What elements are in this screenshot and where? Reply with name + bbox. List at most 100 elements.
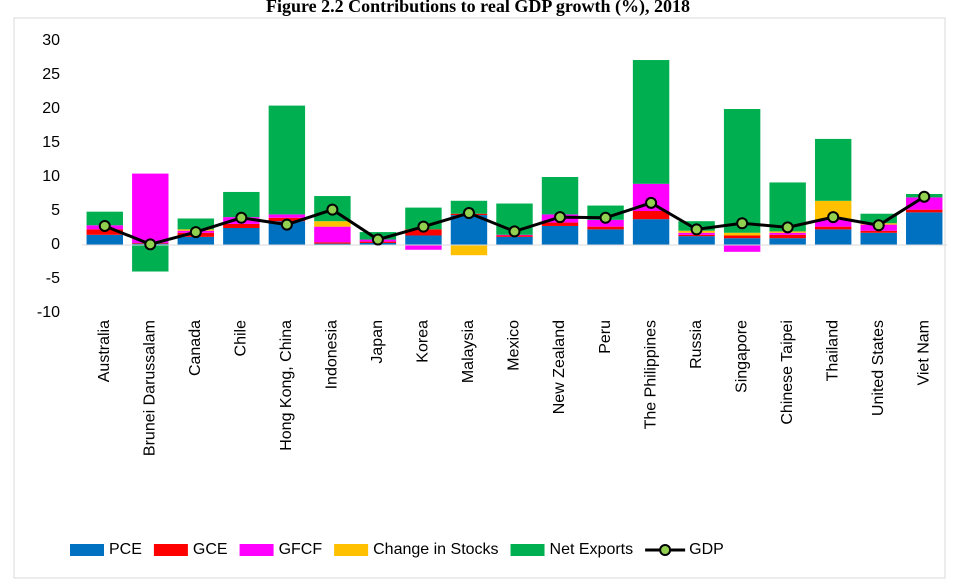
gdp-marker (781, 221, 794, 234)
gdp-marker (326, 203, 339, 216)
bar-segment (814, 229, 852, 245)
bar-segment (723, 109, 761, 233)
legend-label: GCE (193, 541, 228, 558)
chart-frame (13, 17, 946, 579)
bar-segment (587, 226, 624, 230)
gdp-marker (645, 196, 658, 209)
bar-segment (268, 214, 306, 218)
gdp-marker (827, 211, 840, 224)
bar-segment (314, 242, 351, 244)
x-tick-label: Japan (369, 320, 386, 364)
gdp-marker (736, 217, 749, 230)
gdp-marker (690, 223, 703, 236)
gdp-marker (462, 207, 475, 220)
bar-segment (405, 245, 442, 250)
legend-label: GDP (689, 541, 724, 558)
x-tick-label: Australia (96, 320, 113, 382)
y-tick-label: 5 (51, 202, 60, 219)
bar-segment (723, 245, 761, 252)
y-tick-label: -5 (46, 270, 60, 287)
gdp-marker (554, 211, 567, 224)
gdp-marker (144, 238, 157, 251)
legend-swatch (510, 544, 545, 556)
x-tick-label: Viet Nam (915, 320, 932, 386)
gdp-marker (918, 190, 931, 203)
bar-segment (268, 221, 306, 245)
bar-segment (405, 235, 442, 245)
x-tick-label: The Philippines (642, 320, 659, 429)
x-tick-label: New Zealand (551, 320, 568, 414)
y-tick-label: -10 (37, 304, 60, 321)
y-tick-label: 0 (51, 236, 60, 253)
bar-segment (860, 213, 897, 224)
bar-segment (814, 219, 852, 227)
bar-segment (314, 226, 351, 243)
bar-segment (814, 200, 852, 220)
bar-segment (678, 236, 715, 245)
x-tick-label: Russia (688, 320, 705, 369)
legend-label: PCE (109, 541, 142, 558)
y-tick-label: 30 (42, 32, 60, 49)
x-tick-label: Singapore (733, 320, 750, 393)
gdp-marker (189, 226, 202, 239)
legend-marker (659, 544, 672, 556)
legend-swatch (153, 544, 188, 556)
bar-segment (268, 105, 306, 215)
x-tick-label: Peru (597, 320, 614, 354)
bar-segment (314, 221, 351, 227)
gdp-marker (235, 211, 248, 224)
x-tick-label: Chinese Taipei (779, 320, 796, 425)
x-tick-label: Chile (233, 320, 250, 357)
bar-segment (906, 209, 943, 213)
bar-segment (769, 234, 806, 239)
bar-segment (769, 232, 806, 235)
bar-segment (541, 225, 579, 245)
y-tick-label: 10 (42, 168, 60, 185)
bar-segment (632, 219, 670, 245)
y-tick-label: 25 (42, 66, 60, 83)
legend-label: Net Exports (550, 541, 634, 558)
x-tick-label: Malaysia (460, 320, 477, 383)
bar-segment (723, 235, 761, 239)
x-tick-label: Indonesia (324, 320, 341, 389)
bar-segment (723, 238, 761, 245)
bar-segment (632, 60, 670, 184)
y-tick-label: 15 (42, 134, 60, 151)
bar-segment (496, 236, 533, 245)
x-tick-label: Korea (415, 320, 432, 363)
bar-segment (86, 234, 123, 245)
y-tick-label: 20 (42, 100, 60, 117)
bar-segment (223, 228, 260, 245)
bar-segment (587, 229, 624, 245)
bar-segment (906, 212, 943, 245)
bar-segment (450, 215, 488, 245)
legend-swatch (334, 544, 369, 556)
bar-segment (541, 222, 579, 226)
bar-segment (678, 234, 715, 237)
x-tick-label: Hong Kong, China (278, 320, 295, 451)
gdp-marker (371, 233, 384, 246)
bar-segment (450, 245, 488, 256)
x-tick-label: United States (870, 320, 887, 416)
bar-segment (541, 177, 579, 215)
bar-segment (814, 226, 852, 230)
chart-title: Figure 2.2 Contributions to real GDP gro… (266, 0, 690, 17)
bar-segment (723, 232, 761, 236)
x-tick-label: Mexico (506, 320, 523, 371)
x-tick-label: Brunei Darussalam (142, 320, 159, 456)
gdp-marker (280, 218, 293, 231)
x-tick-label: Thailand (824, 320, 841, 381)
gdp-marker (872, 219, 885, 232)
bar-segment (860, 232, 897, 245)
gdp-marker (417, 220, 430, 233)
bar-segment (769, 238, 806, 245)
gdp-marker (508, 225, 521, 238)
bar-segment (814, 138, 852, 201)
legend-swatch (70, 544, 104, 556)
bar-segment (86, 211, 123, 226)
bar-segment (177, 236, 215, 245)
bar-segment (177, 218, 215, 230)
gdp-marker (599, 211, 612, 224)
bar-segment (132, 173, 169, 243)
